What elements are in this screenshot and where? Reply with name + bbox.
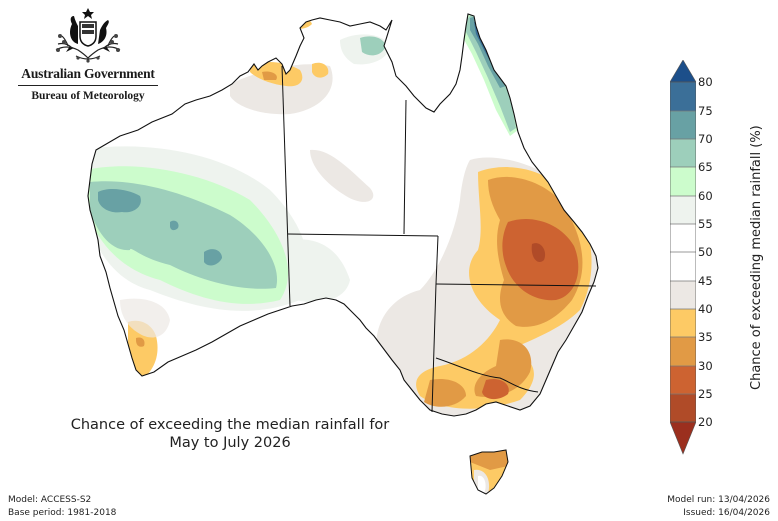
colorbar-tick: 60 xyxy=(698,189,713,203)
government-name: Australian Government xyxy=(18,66,158,86)
rainfall-outlook-map xyxy=(87,13,599,495)
coat-of-arms-icon xyxy=(55,8,121,63)
colorbar-tick: 40 xyxy=(698,302,713,316)
model-name: Model: ACCESS-S2 xyxy=(8,495,92,505)
issue-info: Model run: 13/04/2026 Issued: 16/04/2026 xyxy=(667,494,770,520)
state-borders xyxy=(281,65,597,413)
colorbar-tick: 45 xyxy=(698,274,713,288)
colorbar xyxy=(670,60,696,455)
colorbar-tick: 30 xyxy=(698,359,713,373)
map-title-line1: Chance of exceeding the median rainfall … xyxy=(70,417,390,433)
colorbar-tick: 55 xyxy=(698,217,713,231)
agency-name: Bureau of Meteorology xyxy=(31,90,145,102)
model-run-date: Model run: 13/04/2026 xyxy=(667,495,770,505)
colorbar-tick: 80 xyxy=(698,75,713,89)
colorbar-title: Chance of exceeding median rainfall (%) xyxy=(749,125,764,390)
base-period: Base period: 1981-2018 xyxy=(8,508,117,518)
issued-date: Issued: 16/04/2026 xyxy=(683,508,770,518)
colorbar-tick: 35 xyxy=(698,330,713,344)
map-title: Chance of exceeding the median rainfall … xyxy=(40,416,420,452)
colorbar-tick: 50 xyxy=(698,245,713,259)
model-info: Model: ACCESS-S2 Base period: 1981-2018 xyxy=(8,494,116,520)
colorbar-tick: 70 xyxy=(698,132,713,146)
bom-logo: Australian Government Bureau of Meteorol… xyxy=(18,6,158,102)
colorbar-tick: 20 xyxy=(698,415,713,429)
colorbar-tick: 25 xyxy=(698,387,713,401)
colorbar-tick: 65 xyxy=(698,160,713,174)
map-title-line2: May to July 2026 xyxy=(169,435,291,451)
colorbar-tick: 75 xyxy=(698,104,713,118)
